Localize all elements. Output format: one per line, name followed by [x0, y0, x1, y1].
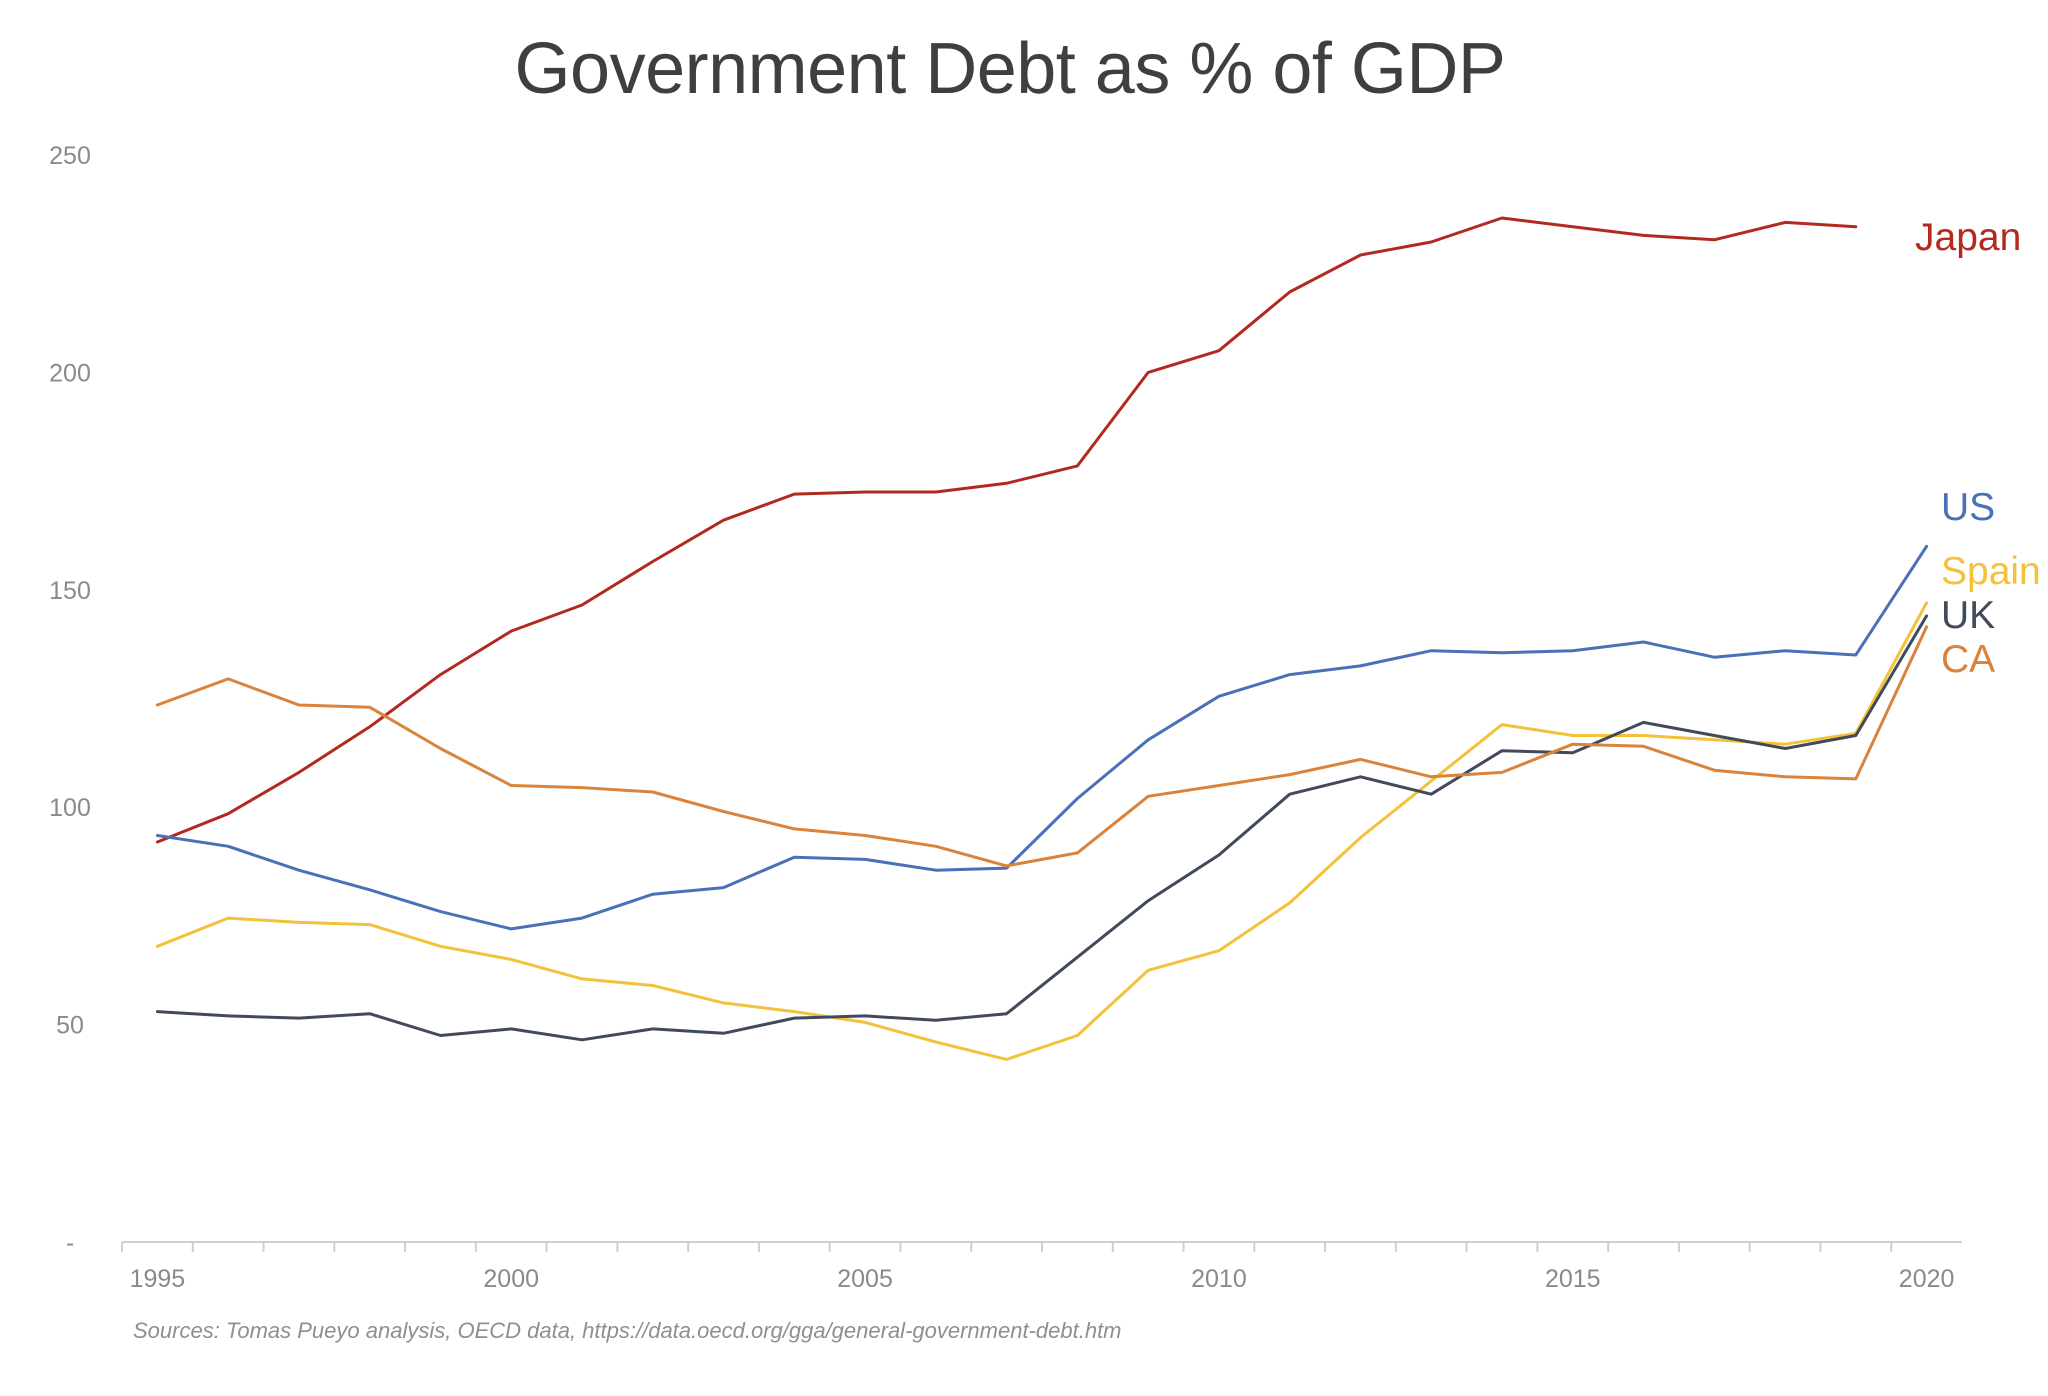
- series-label-ca: CA: [1941, 638, 1995, 681]
- series-label-spain: Spain: [1941, 550, 2041, 593]
- y-axis: - 50 100 150 200 250: [49, 142, 91, 1257]
- series-line-spain: [155, 601, 1929, 1061]
- x-tick-label: 2015: [1545, 1265, 1601, 1293]
- series-label-japan: Japan: [1915, 216, 2021, 259]
- y-tick-label: 150: [49, 577, 91, 605]
- x-tick-label: 1995: [130, 1265, 186, 1293]
- chart-title: Government Debt as % of GDP: [514, 29, 1506, 109]
- x-tick-label: 2005: [837, 1265, 893, 1293]
- series-line-japan: [155, 216, 1858, 844]
- source-note: Sources: Tomas Pueyo analysis, OECD data…: [133, 1318, 1122, 1343]
- x-tick-label: 2020: [1899, 1265, 1955, 1293]
- y-tick-label: 250: [49, 142, 91, 170]
- series-line-us: [155, 544, 1929, 931]
- x-tick-label: 2000: [483, 1265, 539, 1293]
- x-tick-label: 2010: [1191, 1265, 1247, 1293]
- y-tick-label: 200: [49, 359, 91, 387]
- series-label-us: US: [1941, 486, 1995, 529]
- series-line-uk: [155, 614, 1929, 1042]
- series-line-ca: [155, 625, 1929, 868]
- y-tick-label: 50: [56, 1012, 84, 1040]
- series-label-uk: UK: [1941, 594, 1995, 637]
- series-lines: [155, 216, 1929, 1061]
- y-tick-label: 100: [49, 794, 91, 822]
- x-axis: 1995 2000 2005 2010 2015 2020: [121, 1241, 1962, 1293]
- y-tick-label: -: [66, 1229, 74, 1257]
